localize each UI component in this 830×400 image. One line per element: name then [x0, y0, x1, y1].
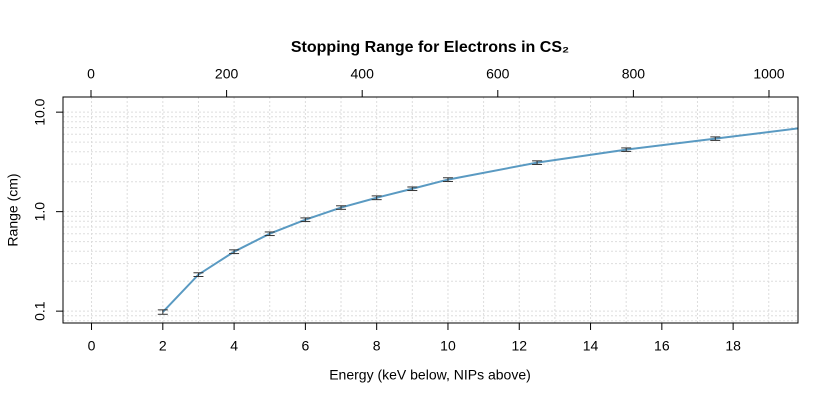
error-bar [407, 186, 418, 192]
x-tick-label: 8 [373, 338, 381, 354]
y-tick-label: 0.1 [32, 301, 48, 321]
y-axis-label: Range (cm) [5, 173, 21, 246]
error-bar [264, 231, 275, 237]
x-axis-label: Energy (keV below, NIPs above) [329, 367, 531, 383]
chart-title: Stopping Range for Electrons in CS₂ [291, 39, 569, 56]
plot-frame [62, 96, 799, 324]
y-tick-label: 10.0 [32, 98, 48, 125]
x2-tick-label: 0 [87, 66, 95, 82]
x-tick-label: 12 [511, 338, 527, 354]
error-bar [371, 195, 382, 201]
series [157, 126, 809, 315]
error-bar [799, 126, 809, 129]
x-tick-label: 18 [725, 338, 741, 354]
error-bar [442, 177, 453, 182]
error-bar [621, 147, 632, 152]
grid [63, 97, 798, 323]
x-tick-label: 16 [654, 338, 670, 354]
x-tick-label: 10 [440, 338, 456, 354]
error-bar [300, 217, 311, 223]
x2-tick-label: 1000 [753, 66, 784, 82]
line [162, 127, 798, 313]
x-tick-label: 0 [88, 338, 96, 354]
error-bar [336, 205, 347, 210]
x-tick-label: 6 [301, 338, 309, 354]
x-tick-label: 2 [159, 338, 167, 354]
x2-tick-label: 200 [215, 66, 239, 82]
x-tick-label: 4 [230, 338, 238, 354]
error-bar [157, 309, 168, 315]
y-tick-label: 1.0 [32, 202, 48, 222]
x2-tick-label: 800 [622, 66, 646, 82]
x2-tick-label: 400 [351, 66, 375, 82]
error-bar [193, 272, 204, 277]
x2-tick-label: 600 [486, 66, 510, 82]
error-bar [710, 136, 721, 141]
error-bar [532, 160, 543, 165]
x-tick-label: 14 [583, 338, 599, 354]
error-bar [229, 249, 240, 255]
